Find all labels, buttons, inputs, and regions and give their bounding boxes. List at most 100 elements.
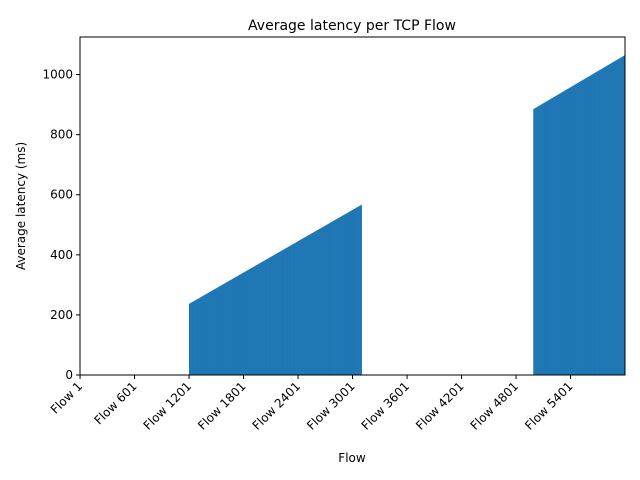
bar — [194, 300, 196, 375]
plot-frame — [79, 36, 626, 376]
chart-title: Average latency per TCP Flow — [248, 18, 456, 34]
bar — [566, 89, 568, 375]
bar — [206, 293, 208, 375]
bar — [230, 280, 231, 375]
bar — [286, 247, 288, 375]
bar — [190, 302, 192, 375]
bar — [597, 70, 599, 375]
bar — [608, 64, 609, 375]
bar — [537, 106, 538, 375]
bar — [360, 205, 362, 375]
bar — [325, 225, 327, 375]
bar — [607, 65, 609, 376]
bar — [292, 244, 294, 375]
bar — [198, 298, 199, 375]
bar — [292, 244, 294, 375]
bar — [571, 86, 573, 375]
bar — [600, 69, 602, 375]
bar — [279, 252, 280, 375]
bar — [319, 229, 320, 375]
bar — [189, 303, 190, 375]
bar — [311, 233, 312, 375]
bar — [576, 83, 578, 375]
bar — [350, 210, 352, 375]
bar — [268, 258, 269, 375]
bar — [320, 227, 322, 375]
bar — [295, 242, 297, 375]
bar — [551, 98, 553, 375]
bar — [202, 296, 203, 375]
bar — [315, 230, 317, 375]
bar — [238, 275, 239, 375]
bar — [256, 264, 258, 375]
bar — [593, 73, 595, 376]
bar — [339, 217, 341, 375]
bar — [289, 245, 291, 375]
bar — [609, 64, 611, 375]
bar — [267, 258, 268, 375]
bar — [538, 106, 540, 376]
bars-layer — [189, 55, 626, 376]
bar — [614, 61, 616, 375]
bar — [206, 293, 208, 375]
bar — [575, 84, 577, 376]
bar — [345, 213, 347, 375]
bar — [585, 78, 586, 375]
bar — [217, 287, 219, 375]
bar — [327, 224, 329, 375]
bar — [276, 253, 278, 375]
bar — [209, 292, 211, 375]
bar — [203, 295, 205, 375]
bar — [580, 81, 581, 375]
bar — [343, 215, 344, 375]
bar — [331, 221, 333, 375]
bar — [244, 272, 245, 375]
bar — [231, 279, 232, 375]
bar — [599, 70, 601, 375]
bar — [245, 271, 247, 375]
bar — [288, 246, 290, 375]
bar — [228, 281, 230, 375]
bar — [300, 239, 302, 375]
bar — [199, 297, 201, 375]
bar — [305, 236, 306, 375]
bar — [542, 103, 544, 375]
bar — [357, 206, 359, 375]
bar — [285, 248, 286, 375]
bar — [203, 295, 205, 375]
bar — [535, 107, 537, 375]
bar — [278, 252, 280, 375]
bar — [200, 297, 201, 375]
bar — [311, 233, 313, 375]
bar — [608, 64, 610, 375]
bar — [559, 93, 561, 376]
bar — [284, 248, 286, 375]
bar — [291, 244, 293, 375]
bar — [550, 99, 552, 375]
bar — [595, 72, 597, 375]
bar — [193, 301, 195, 375]
bar — [190, 302, 192, 375]
bar — [347, 212, 349, 375]
bar — [587, 77, 589, 375]
bar — [565, 90, 567, 375]
bar — [261, 262, 263, 375]
bar — [572, 85, 574, 375]
bar — [260, 262, 261, 375]
bar — [354, 208, 356, 375]
bar — [224, 283, 226, 375]
bar — [196, 299, 197, 375]
bar — [572, 86, 573, 376]
bar — [599, 69, 601, 376]
bar — [247, 270, 248, 375]
bar — [207, 293, 209, 375]
bar — [282, 250, 284, 375]
bar — [201, 296, 203, 375]
bar — [582, 79, 584, 375]
x-axis: Flow 1 Flow 601 Flow 1201 Flow 1801 Flow 240… — [48, 375, 576, 433]
bar — [545, 101, 547, 375]
bar — [294, 243, 295, 375]
bar — [563, 91, 565, 375]
bar — [276, 253, 278, 375]
bar — [351, 210, 353, 375]
